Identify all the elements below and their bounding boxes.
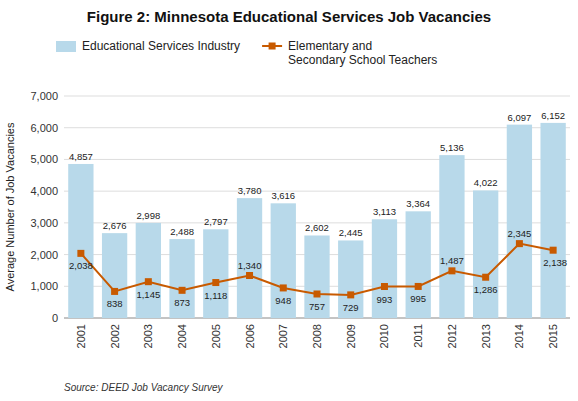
line-label: 2,038 xyxy=(69,260,93,271)
bar xyxy=(271,203,296,318)
grid xyxy=(64,96,570,318)
line-label: 995 xyxy=(410,293,426,304)
x-tick-label: 2011 xyxy=(412,324,424,348)
marker xyxy=(212,279,219,286)
bar xyxy=(439,155,464,318)
bar xyxy=(372,219,397,318)
marker xyxy=(145,278,152,285)
x-tick-label: 2003 xyxy=(142,324,154,348)
plot-area xyxy=(68,123,566,318)
bar-label: 2,602 xyxy=(305,222,329,233)
line-label: 1,145 xyxy=(136,289,160,300)
bar-label: 4,857 xyxy=(69,151,93,162)
line-label: 1,286 xyxy=(474,284,498,295)
bar xyxy=(203,229,228,318)
bar xyxy=(507,125,532,318)
legend-swatch xyxy=(56,41,76,52)
marker xyxy=(415,283,422,290)
marker xyxy=(550,247,557,254)
bar-label: 4,022 xyxy=(474,177,498,188)
x-tick-label: 2007 xyxy=(277,324,289,348)
y-axis-label: Average Number of Job Vacancies xyxy=(4,122,16,291)
line-label: 1,340 xyxy=(238,260,262,271)
x-tick-label: 2006 xyxy=(244,324,256,348)
bar xyxy=(68,164,93,318)
x-tick-label: 2004 xyxy=(176,324,188,348)
bar-label: 2,676 xyxy=(103,220,127,231)
y-tick-label: 1,000 xyxy=(30,280,58,292)
bar-label: 3,364 xyxy=(406,198,430,209)
y-tick-label: 4,000 xyxy=(30,185,58,197)
line-label: 2,138 xyxy=(543,257,567,268)
bar-label: 5,136 xyxy=(440,142,464,153)
y-tick-label: 0 xyxy=(52,312,58,324)
grid-line xyxy=(64,96,570,97)
bar xyxy=(237,198,262,318)
bar-label: 3,616 xyxy=(271,190,295,201)
grid-line xyxy=(64,159,570,160)
line-label: 1,487 xyxy=(440,255,464,266)
source-note: Source: DEED Job Vacancy Survey xyxy=(64,382,224,393)
bar-label: 6,097 xyxy=(508,112,532,123)
title: Figure 2: Minnesota Educational Services… xyxy=(87,8,491,25)
bar xyxy=(473,190,498,318)
marker xyxy=(482,274,489,281)
line-label: 2,345 xyxy=(508,228,532,239)
x-tick-label: 2014 xyxy=(513,324,525,348)
grid-line xyxy=(64,127,570,128)
marker xyxy=(347,291,354,298)
y-tick-label: 3,000 xyxy=(30,217,58,229)
bar-label: 3,113 xyxy=(373,206,396,217)
y-tick-label: 5,000 xyxy=(30,153,58,165)
bar xyxy=(169,239,194,318)
marker xyxy=(381,283,388,290)
y-tick-label: 7,000 xyxy=(30,90,58,102)
chart: Figure 2: Minnesota Educational Services… xyxy=(0,0,578,401)
bar xyxy=(406,211,431,318)
line-label: 948 xyxy=(275,295,291,306)
marker xyxy=(280,284,287,291)
marker xyxy=(314,290,321,297)
bar xyxy=(102,233,127,318)
line-label: 873 xyxy=(174,297,190,308)
line-label: 1,118 xyxy=(204,290,227,301)
y-tick-label: 6,000 xyxy=(30,122,58,134)
line-label: 757 xyxy=(309,301,325,312)
x-tick-label: 2015 xyxy=(547,324,559,348)
x-tick-label: 2001 xyxy=(75,324,87,348)
y-tick-label: 2,000 xyxy=(30,249,58,261)
bar xyxy=(338,240,363,318)
marker xyxy=(77,250,84,257)
legend-label: Educational Services Industry xyxy=(82,39,240,53)
marker xyxy=(516,240,523,247)
x-tick-label: 2005 xyxy=(210,324,222,348)
bar xyxy=(540,123,565,318)
marker xyxy=(448,267,455,274)
x-tick-label: 2008 xyxy=(311,324,323,348)
line-label: 993 xyxy=(377,294,393,305)
data-labels: 4,857 2,676 2,998 2,488 2,797 3,780 3,616 2,602… xyxy=(69,110,567,313)
x-tick-label: 2002 xyxy=(109,324,121,348)
marker xyxy=(111,288,118,295)
line-label: 838 xyxy=(107,298,123,309)
marker xyxy=(246,272,253,279)
bar-label: 2,445 xyxy=(339,227,363,238)
x-tick-label: 2012 xyxy=(446,324,458,348)
marker xyxy=(179,287,186,294)
bar-label: 2,998 xyxy=(136,210,160,221)
x-tick-label: 2010 xyxy=(378,324,390,348)
x-tick-label: 2013 xyxy=(480,324,492,348)
legend-label: Elementary andSecondary School Teachers xyxy=(288,39,437,67)
legend: Educational Services Industry Elementary … xyxy=(56,39,437,67)
legend-swatch xyxy=(269,43,276,50)
bar xyxy=(304,235,329,318)
bar-label: 2,488 xyxy=(170,226,194,237)
line-label: 729 xyxy=(343,302,359,313)
bar-label: 2,797 xyxy=(204,216,228,227)
line xyxy=(81,244,553,295)
bar-label: 3,780 xyxy=(238,185,262,196)
bar-label: 6,152 xyxy=(541,110,565,121)
x-tick-label: 2009 xyxy=(345,324,357,348)
bar xyxy=(136,223,161,318)
